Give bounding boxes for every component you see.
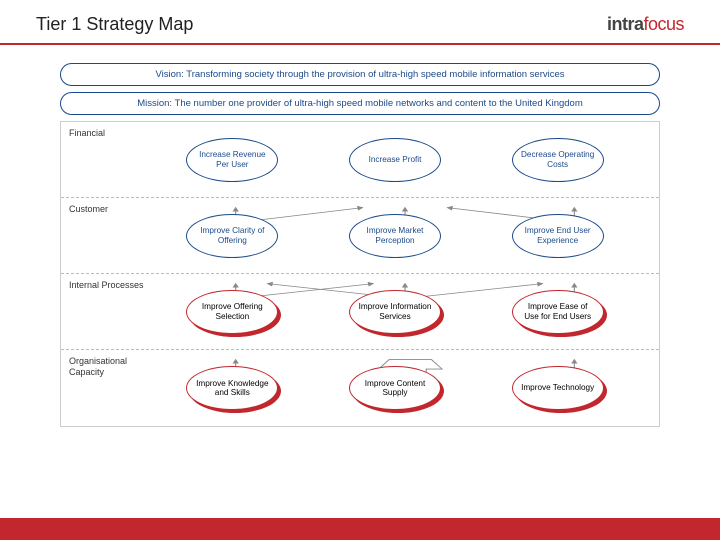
perspective-row-internal: Internal Processes Improve Offering Sele… (61, 274, 659, 350)
objective-oval: Improve Information Services (349, 290, 441, 334)
perspective-row-organisational: Organisational Capacity Improve Knowledg… (61, 350, 659, 426)
perspective-row-customer: Customer Improve Clarity of Offering Imp… (61, 198, 659, 274)
perspective-label: Financial (61, 122, 151, 145)
mission-banner: Mission: The number one provider of ultr… (60, 92, 660, 115)
perspective-table: Financial Increase Revenue Per User Incr… (60, 121, 660, 427)
header-rule (0, 43, 720, 45)
logo-suffix: focus (643, 14, 684, 34)
objective-oval: Improve End User Experience (512, 214, 604, 258)
objective-oval: Improve Clarity of Offering (186, 214, 278, 258)
objective-oval: Increase Revenue Per User (186, 138, 278, 182)
objective-oval: Increase Profit (349, 138, 441, 182)
objective-oval: Improve Knowledge and Skills (186, 366, 278, 410)
perspective-label: Customer (61, 198, 151, 221)
strategy-map: Vision: Transforming society through the… (0, 63, 720, 427)
objectives-container: Improve Knowledge and Skills Improve Con… (151, 358, 659, 418)
objectives-container: Improve Offering Selection Improve Infor… (151, 282, 659, 342)
logo-prefix: intra (607, 14, 644, 34)
logo: intrafocus (607, 14, 684, 35)
header: Tier 1 Strategy Map intrafocus (0, 0, 720, 43)
perspective-label: Internal Processes (61, 274, 151, 297)
perspective-row-financial: Financial Increase Revenue Per User Incr… (61, 122, 659, 198)
objective-oval: Improve Content Supply (349, 366, 441, 410)
footer-bar (0, 518, 720, 540)
objective-oval: Improve Technology (512, 366, 604, 410)
objective-oval: Decrease Operating Costs (512, 138, 604, 182)
objective-oval: Improve Offering Selection (186, 290, 278, 334)
objectives-container: Improve Clarity of Offering Improve Mark… (151, 206, 659, 266)
perspective-label: Organisational Capacity (61, 350, 151, 384)
objective-oval: Improve Market Perception (349, 214, 441, 258)
objective-oval: Improve Ease of Use for End Users (512, 290, 604, 334)
vision-banner: Vision: Transforming society through the… (60, 63, 660, 86)
objectives-container: Increase Revenue Per User Increase Profi… (151, 130, 659, 190)
page-title: Tier 1 Strategy Map (36, 14, 193, 35)
